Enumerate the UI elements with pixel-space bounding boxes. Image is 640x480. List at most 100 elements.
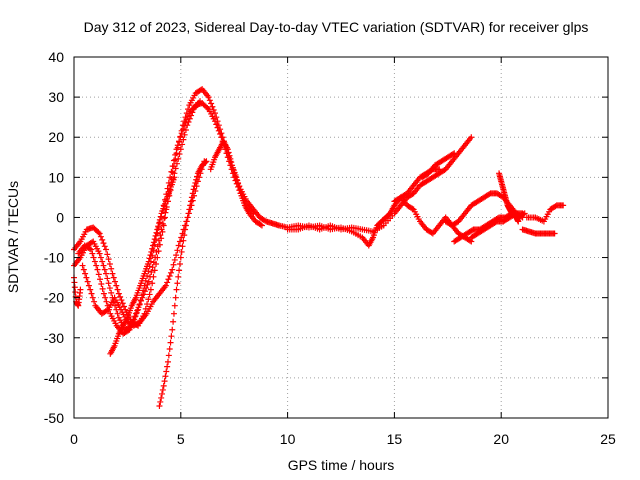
data-point: [186, 206, 193, 213]
data-point: [182, 226, 189, 233]
data-point: [180, 237, 187, 244]
data-point: [215, 127, 222, 134]
data-point: [164, 279, 171, 286]
data-point: [225, 149, 232, 156]
data-point: [135, 304, 142, 311]
y-tick-label: 40: [48, 49, 64, 65]
data-point: [170, 318, 177, 325]
data-point: [131, 313, 138, 320]
data-point: [188, 112, 195, 119]
data-point: [113, 282, 120, 289]
data-point: [149, 245, 156, 252]
data-point: [103, 270, 110, 277]
data-point: [226, 152, 233, 159]
axis-ticks: 0 5 10 15 20 25 -50 -40 -30 -20 -10 0 10 20 30 40: [44, 49, 616, 447]
data-point: [151, 236, 158, 243]
data-point: [156, 220, 163, 227]
data-point: [155, 223, 162, 230]
data-point: [167, 269, 174, 276]
data-point: [228, 159, 235, 166]
data-point: [172, 165, 179, 172]
data-point: [166, 273, 173, 280]
data-point: [143, 285, 150, 292]
data-point: [104, 251, 111, 258]
data-point: [180, 136, 187, 143]
data-point: [134, 307, 141, 314]
series-arc8: [276, 166, 443, 249]
data-point: [205, 94, 212, 101]
data-point: [185, 210, 192, 217]
data-point: [83, 274, 90, 281]
data-point: [106, 260, 113, 267]
data-point: [560, 202, 567, 209]
data-point: [114, 310, 121, 317]
data-point: [169, 326, 176, 333]
data-point: [179, 243, 186, 250]
data-point: [187, 202, 194, 209]
data-point: [176, 138, 183, 145]
y-tick-label: 10: [48, 169, 64, 185]
data-point: [153, 248, 160, 255]
data-point: [108, 265, 115, 272]
data-point: [108, 289, 115, 296]
data-point: [173, 286, 180, 293]
data-point: [159, 390, 166, 397]
data-point: [165, 276, 172, 283]
data-point: [112, 278, 119, 285]
data-point: [208, 100, 215, 107]
data-point: [100, 290, 107, 297]
series-arc7: [207, 138, 265, 229]
data-point: [96, 230, 103, 237]
data-point: [171, 174, 178, 181]
data-point: [145, 258, 152, 265]
y-tick-label: -50: [44, 410, 64, 426]
data-point: [99, 236, 106, 243]
data-point: [159, 386, 166, 393]
y-tick-label: 30: [48, 89, 64, 105]
grid: [74, 57, 608, 418]
data-point: [126, 326, 133, 333]
data-point: [178, 248, 185, 255]
data-point: [211, 118, 218, 125]
data-point: [119, 300, 126, 307]
data-point: [91, 298, 98, 305]
data-point: [117, 293, 124, 300]
data-point: [140, 291, 147, 298]
data-point: [210, 106, 217, 113]
x-tick-label: 5: [177, 431, 185, 447]
x-axis-label: GPS time / hours: [288, 457, 395, 473]
data-point: [171, 302, 178, 309]
data-point: [152, 232, 159, 239]
data-point: [132, 310, 139, 317]
data-point: [217, 131, 224, 138]
data-point: [150, 259, 157, 266]
data-point: [118, 297, 125, 304]
data-point: [174, 280, 181, 287]
data-point: [218, 134, 225, 141]
data-point: [79, 262, 86, 269]
data-point: [449, 151, 456, 158]
data-point: [93, 262, 100, 269]
data-point: [91, 258, 98, 265]
data-point: [152, 254, 159, 261]
data-point: [174, 247, 181, 254]
data-point: [120, 303, 127, 310]
data-point: [139, 294, 146, 301]
data-point: [189, 109, 196, 116]
data-point: [130, 317, 137, 324]
data-point: [94, 266, 101, 273]
data-point: [146, 291, 153, 298]
data-point: [161, 215, 168, 222]
series-arc17: [419, 150, 458, 181]
data-point: [451, 150, 458, 157]
data-point: [77, 286, 84, 293]
data-point: [149, 280, 156, 287]
data-point: [182, 127, 189, 134]
data-point: [185, 118, 192, 125]
data-point: [159, 220, 166, 227]
data-point: [197, 98, 204, 105]
data-point: [138, 297, 145, 304]
data-point: [163, 368, 170, 375]
data-point: [156, 402, 163, 409]
